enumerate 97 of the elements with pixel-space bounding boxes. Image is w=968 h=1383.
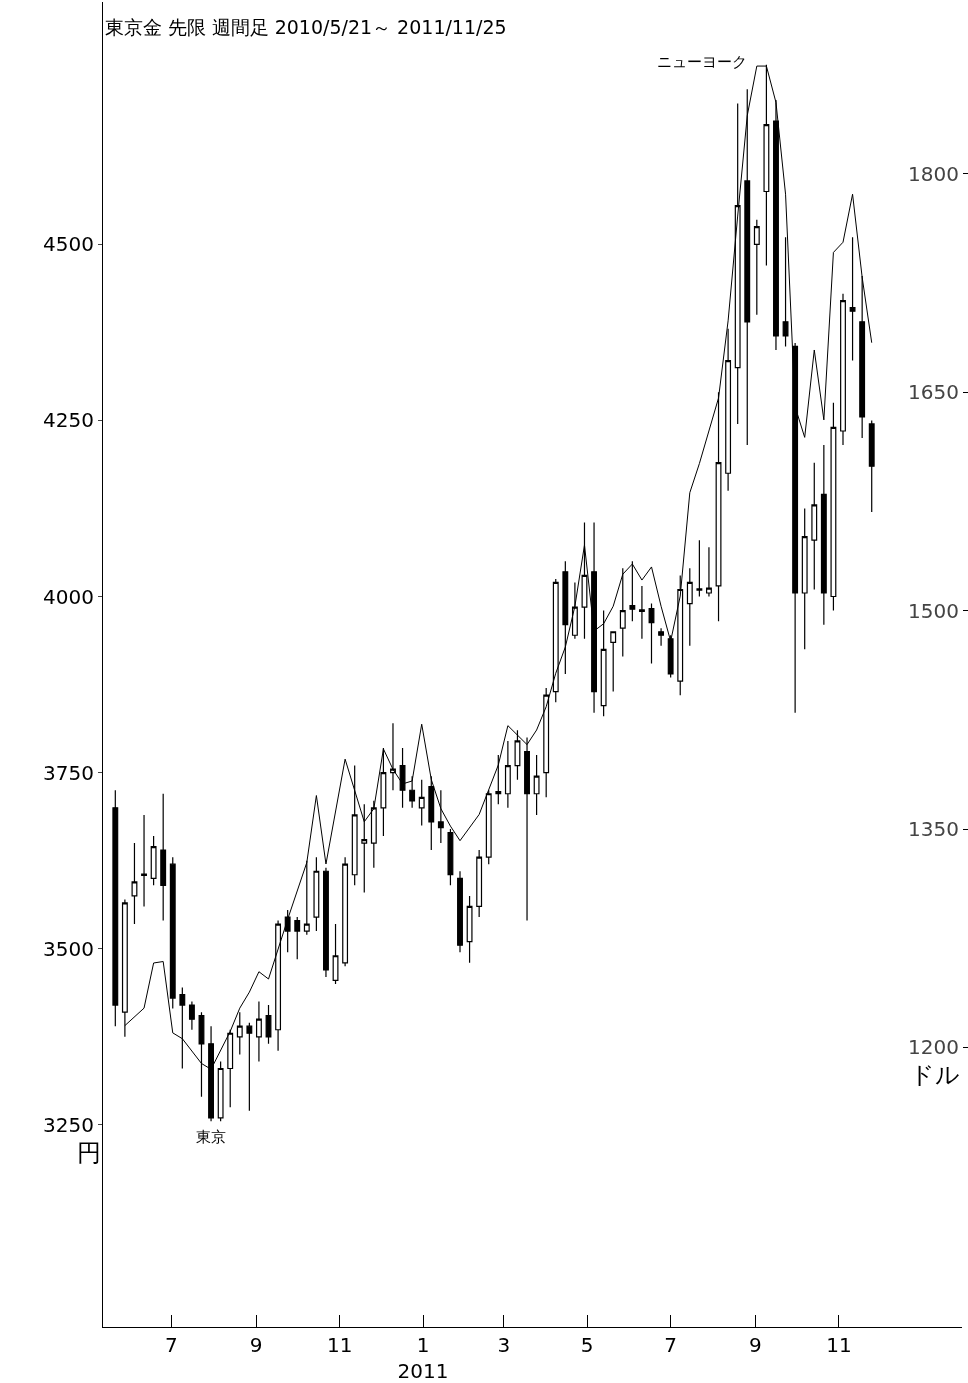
candlestick xyxy=(830,402,837,612)
candlestick xyxy=(351,764,358,886)
candlestick xyxy=(677,574,684,696)
y-tick-label: 3500 xyxy=(43,936,94,961)
candlestick xyxy=(744,88,751,446)
candlestick xyxy=(246,1022,253,1112)
candlestick xyxy=(160,793,167,922)
candlestick xyxy=(466,895,473,964)
x-tick-label: 3 xyxy=(497,1333,511,1357)
candlestick xyxy=(332,923,339,985)
candlestick xyxy=(476,849,483,918)
candlestick xyxy=(581,521,588,640)
candlestick xyxy=(188,1000,195,1031)
candlestick xyxy=(294,916,301,960)
candlestick xyxy=(840,293,846,446)
y2-axis-title: ドル xyxy=(910,1061,960,1089)
candlestick xyxy=(629,560,636,622)
candlestick xyxy=(811,462,818,591)
candlestick xyxy=(868,419,875,513)
candlestick xyxy=(782,236,789,348)
candlestick xyxy=(648,602,655,665)
candlestick xyxy=(686,567,693,647)
candlestick xyxy=(696,539,703,598)
x-tick-label: 11 xyxy=(826,1333,852,1357)
x-tick-label: 7 xyxy=(664,1333,678,1357)
candlestick xyxy=(706,546,712,598)
candlestick xyxy=(820,444,827,626)
candlestick xyxy=(323,867,329,978)
y-tick-label: 3750 xyxy=(43,760,94,785)
x-tick-label: 11 xyxy=(326,1333,353,1357)
y2-tick-label: 1500 xyxy=(908,598,959,623)
x-tick-label: 5 xyxy=(580,1333,594,1357)
candlestick xyxy=(428,775,435,851)
candlestick xyxy=(495,754,502,805)
candlestick xyxy=(543,687,550,798)
series-label: 東京 xyxy=(196,1128,226,1146)
candlestick xyxy=(792,342,799,714)
candlestick xyxy=(236,1011,243,1055)
candlestick xyxy=(284,909,291,953)
candlestick xyxy=(217,1060,224,1122)
candlestick xyxy=(715,391,722,622)
candlestick xyxy=(734,102,741,425)
series-label: ニューヨーク xyxy=(657,53,747,71)
y-tick-label: 4000 xyxy=(43,584,94,609)
candlestick xyxy=(399,747,406,809)
y-tick-label: 4500 xyxy=(43,232,94,257)
candlestick xyxy=(533,754,540,816)
candlestick xyxy=(457,870,463,953)
candlestick xyxy=(342,856,349,967)
x-tick-label: 7 xyxy=(165,1333,178,1357)
candlestick xyxy=(255,1000,262,1063)
candlestick xyxy=(773,99,779,351)
candlestick xyxy=(141,814,147,908)
candlestick xyxy=(571,581,578,640)
candlestick xyxy=(849,236,856,362)
candlestick xyxy=(801,507,808,650)
y-tick-label: 3250 xyxy=(43,1112,94,1137)
y2-tick-label: 1350 xyxy=(908,817,959,842)
candlestick xyxy=(514,729,521,781)
candlestick xyxy=(667,634,674,679)
x-tick-label: 1 2011 xyxy=(397,1333,449,1383)
y-axis-title: 円 xyxy=(77,1139,101,1167)
y-tick-label: 4250 xyxy=(43,408,94,433)
y2-tick-label: 1800 xyxy=(908,161,959,186)
candlestick xyxy=(390,722,396,791)
text: 東京金 先限 週間足 2010/5/21～ 2011/11/25 xyxy=(104,16,507,39)
candlestick xyxy=(619,567,626,657)
x-tick-label: 9 xyxy=(249,1333,263,1357)
candlestick xyxy=(610,631,617,693)
candlestick xyxy=(370,800,377,869)
candlestick xyxy=(380,747,387,837)
candlestick xyxy=(150,835,157,886)
x-tick-label: 9 xyxy=(749,1333,762,1357)
y2-tick-label: 1200 xyxy=(908,1035,959,1060)
candlestick xyxy=(447,828,454,886)
candlestick xyxy=(504,740,511,809)
candlestick xyxy=(265,1004,272,1045)
candlestick xyxy=(409,775,416,809)
candlestick xyxy=(725,328,732,492)
candlestick xyxy=(112,789,119,1027)
candlestick xyxy=(552,578,559,703)
candlestick xyxy=(524,736,530,922)
candlestick xyxy=(658,627,665,647)
candlestick xyxy=(313,856,320,932)
candlestick xyxy=(485,789,492,865)
candlestick xyxy=(437,789,444,844)
candlestick xyxy=(600,610,607,717)
candlestick xyxy=(131,842,138,925)
y2-tick-label: 1650 xyxy=(908,380,959,405)
candlestick xyxy=(418,779,425,827)
candlestick xyxy=(591,521,597,714)
candlestick xyxy=(361,803,368,893)
candlestick xyxy=(169,856,176,1010)
candlestick xyxy=(275,919,282,1052)
candlestick xyxy=(638,585,645,640)
candlestick xyxy=(562,560,569,675)
candlestick xyxy=(753,219,760,316)
